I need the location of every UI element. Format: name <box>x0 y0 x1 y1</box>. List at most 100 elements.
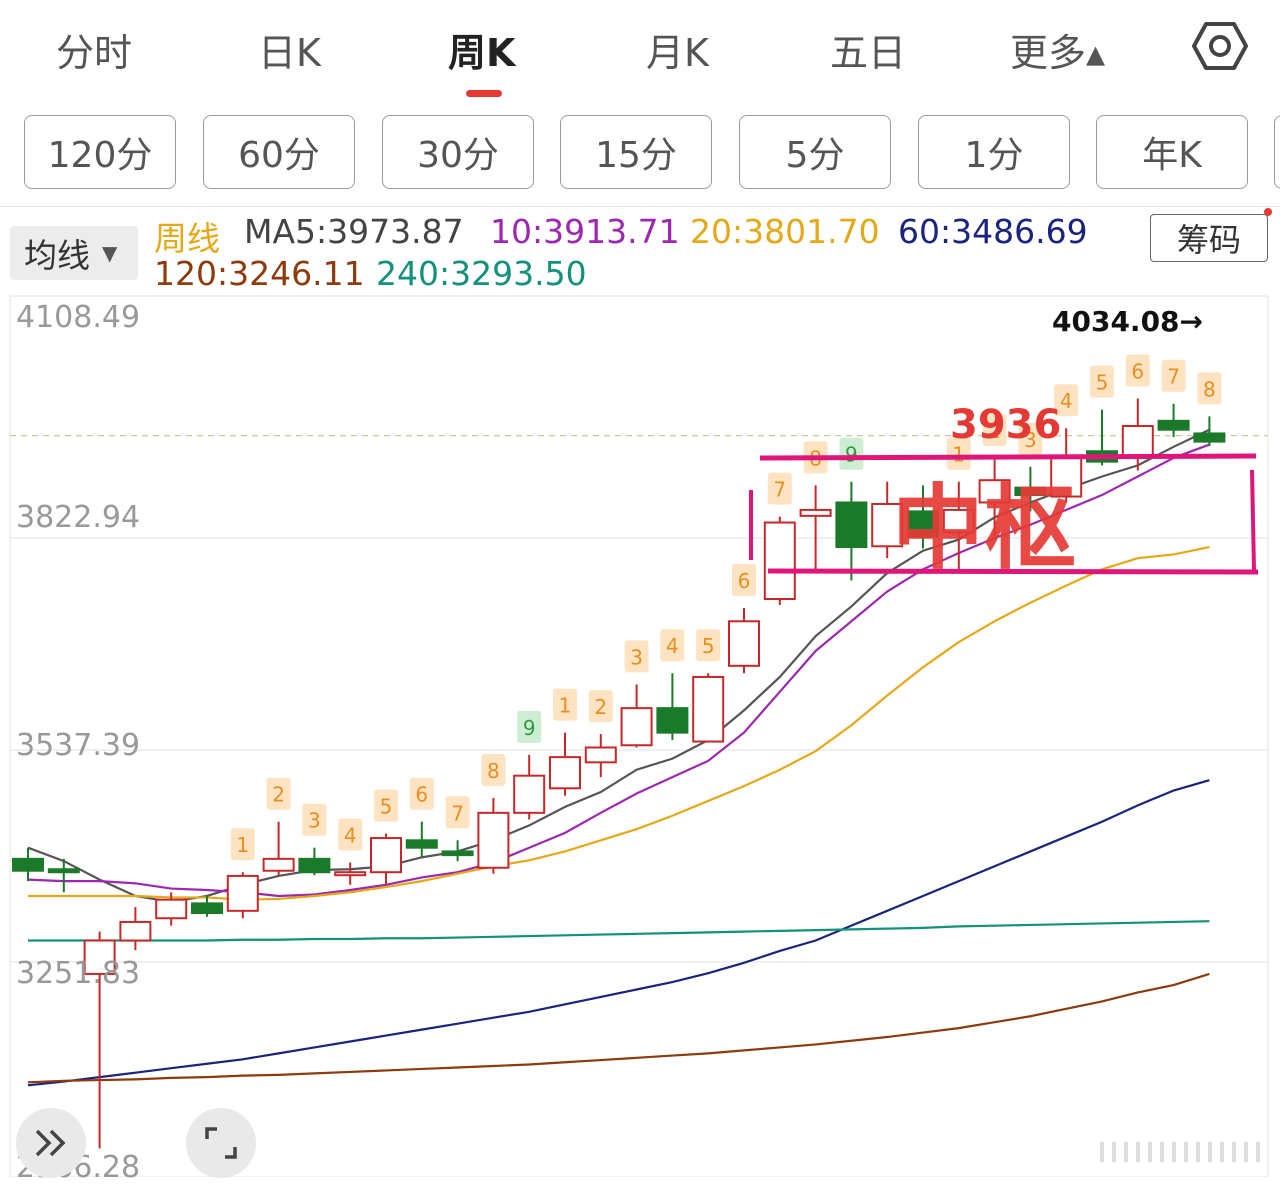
legend-series-name: 周线 <box>154 219 220 258</box>
interval-5min-button[interactable]: 5分 <box>739 115 891 189</box>
sequence-tag-box <box>839 437 864 470</box>
tab-monthly-k[interactable]: 月K <box>646 31 709 75</box>
tab-more[interactable]: 更多▴ <box>1010 31 1106 75</box>
candle-up <box>728 620 760 667</box>
sequence-tag-label: 2 <box>594 695 607 719</box>
sequence-tag-label: 5 <box>702 634 715 658</box>
sequence-tag-box <box>230 828 255 861</box>
fullscreen-button[interactable] <box>186 1108 256 1178</box>
tab-intraday[interactable]: 分时 <box>56 31 133 75</box>
sequence-tag-label: 6 <box>1131 360 1144 384</box>
sequence-tag-label: 1 <box>236 833 249 857</box>
tab-five-day[interactable]: 五日 <box>830 31 907 75</box>
y-tick-label: 3251.83 <box>16 956 141 991</box>
candle-up <box>334 871 367 877</box>
zone-bottom-line <box>767 568 1259 575</box>
sequence-tag-label: 5 <box>380 795 393 819</box>
sequence-tag-label: 2 <box>272 783 285 807</box>
legend-ma60: 60:3486.69 <box>898 212 1088 251</box>
annotation-zone-label: 中枢 <box>892 475 1076 582</box>
sequence-tag-label: 5 <box>1096 371 1109 395</box>
settings-icon[interactable] <box>1192 18 1248 74</box>
sequence-tag-box <box>374 789 398 822</box>
candle-up <box>799 508 832 517</box>
chips-button[interactable]: 筹码 <box>1150 214 1268 262</box>
candle-down <box>405 839 438 849</box>
sequence-tag-box <box>302 803 327 836</box>
notification-dot <box>1264 208 1272 216</box>
candle-up <box>584 746 617 764</box>
candle-down <box>441 850 474 857</box>
candle-up <box>549 756 581 790</box>
candle-up <box>119 920 152 942</box>
sequence-tag-box <box>1054 384 1079 417</box>
candle-up <box>692 675 725 743</box>
candle-up <box>513 774 546 814</box>
sequence-tag-box <box>266 777 291 810</box>
candle-up <box>477 811 510 869</box>
y-tick-label: 3822.94 <box>16 500 141 535</box>
zone-right-line <box>1250 469 1256 571</box>
sequence-tag-label: 3 <box>630 645 643 669</box>
sequence-tag-label: 7 <box>1167 365 1180 389</box>
sequence-tag-label: 8 <box>487 759 500 783</box>
tab-daily-k[interactable]: 日K <box>258 31 321 75</box>
sequence-tag-label: 1 <box>952 443 965 467</box>
sequence-tag-box <box>982 413 1007 446</box>
sequence-tag-box <box>946 437 971 470</box>
interval-120min-button[interactable]: 120分 <box>24 115 176 189</box>
ma20-line <box>28 545 1210 901</box>
sequence-tag-box <box>1197 372 1222 405</box>
candle-up <box>763 521 796 600</box>
ma240-line <box>28 920 1210 942</box>
interval-60min-button[interactable]: 60分 <box>203 115 355 189</box>
ma60-line <box>27 779 1210 1087</box>
ma-selector[interactable]: 均线 ▼ <box>10 226 138 280</box>
fullscreen-icon <box>205 1127 237 1159</box>
interval-year-k-button[interactable]: 年K <box>1096 115 1248 189</box>
candle-down <box>656 707 689 734</box>
sequence-tag-label: 3 <box>308 809 321 833</box>
sequence-tag-box <box>445 796 470 829</box>
legend-ma10: 10:3913.71 <box>490 212 680 251</box>
sequence-tag-box <box>1018 422 1043 455</box>
sequence-tag-label: 4 <box>1060 389 1073 413</box>
sequence-tag-box <box>732 563 756 596</box>
sequence-tag-box <box>517 710 542 743</box>
tab-weekly-k[interactable]: 周K <box>448 31 516 75</box>
interval-1min-button[interactable]: 1分 <box>918 115 1070 189</box>
sequence-tag-box <box>767 472 792 505</box>
candle-up <box>942 508 975 534</box>
candle-up <box>871 502 904 548</box>
sequence-tag-box <box>660 629 685 662</box>
candle-down <box>298 857 331 874</box>
candle-down <box>1014 486 1047 497</box>
y-tick-label: 3537.39 <box>16 728 141 763</box>
sequence-tag-box <box>1161 359 1186 392</box>
active-tab-indicator <box>466 90 502 97</box>
interval-buttons: 120分 60分 30分 15分 5分 1分 年K <box>0 112 1280 196</box>
period-tabs: 分时 日K 周K 月K 五日 更多▴ <box>0 0 1280 100</box>
sequence-tag-box <box>1090 365 1114 398</box>
double-chevron-right-icon <box>35 1129 66 1157</box>
sequence-tag-label: 9 <box>845 443 858 467</box>
interval-30min-button[interactable]: 30分 <box>382 115 534 189</box>
sequence-tag-label: 7 <box>773 478 786 502</box>
sequence-tag-box <box>624 640 649 673</box>
candle-down <box>1193 432 1226 443</box>
candle-up <box>978 479 1011 504</box>
sequence-tag-label: 9 <box>523 716 536 740</box>
sequence-tag-label: 2 <box>988 419 1001 443</box>
sequence-tag-label: 7 <box>451 801 464 825</box>
annotation-level-label: 3936 <box>950 402 1061 448</box>
interval-15min-button[interactable]: 15分 <box>560 115 712 189</box>
sequence-tag-box <box>338 818 363 851</box>
legend-ma240: 240:3293.50 <box>376 254 587 293</box>
candle-up <box>226 874 259 912</box>
candle-up <box>83 939 116 975</box>
expand-sidebar-button[interactable] <box>16 1108 86 1178</box>
candle-down <box>835 501 868 549</box>
sequence-tag-label: 4 <box>344 824 357 848</box>
sequence-tag-box <box>553 688 577 721</box>
